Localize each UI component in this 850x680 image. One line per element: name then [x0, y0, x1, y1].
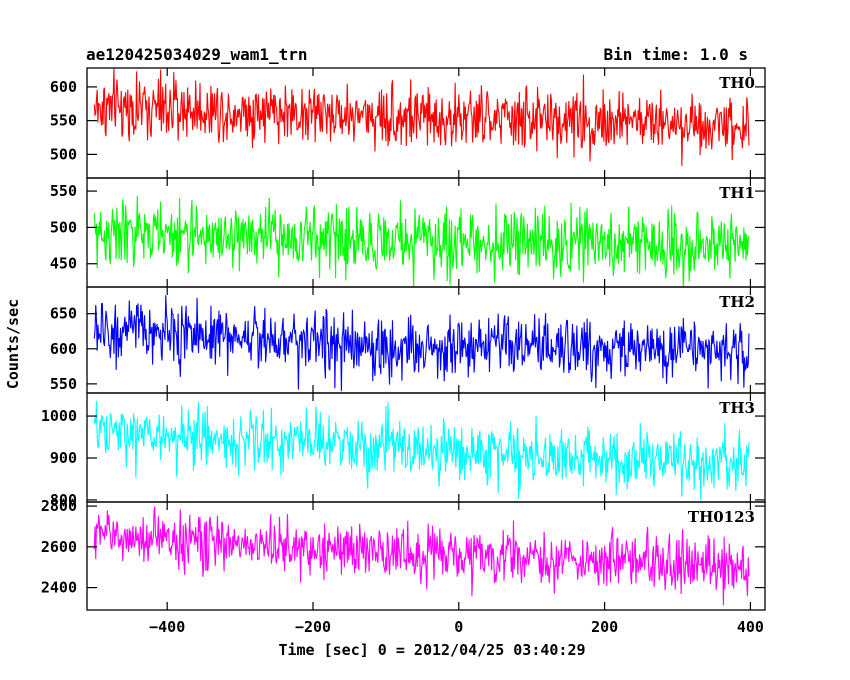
series-label-th0123: TH0123	[688, 508, 755, 526]
y-tick-label: 550	[50, 375, 77, 393]
series-label-th3: TH3	[719, 399, 755, 417]
y-tick-label: 500	[50, 145, 77, 163]
y-tick-label: 650	[50, 305, 77, 323]
series-label-th2: TH2	[719, 293, 755, 311]
panel-th0123: 2400 2600 2800 TH0123	[41, 497, 766, 611]
panel-frame	[86, 392, 766, 503]
panel-th3: 800 900 1000 TH3	[41, 392, 766, 509]
panel-th0: 500 550 600 TH0	[50, 67, 766, 179]
y-tick-label: 2600	[41, 538, 77, 556]
bin-time-label: Bin time: 1.0 s	[603, 45, 749, 64]
y-tick-label: 600	[50, 340, 77, 358]
y-tick-label: 900	[50, 449, 77, 467]
series-line-th1	[93, 195, 750, 287]
y-tick-label: 550	[50, 182, 77, 200]
x-tick-label: 400	[737, 618, 764, 636]
y-tick-label: 500	[50, 218, 77, 236]
x-tick-label: −200	[295, 618, 331, 636]
series-line-th2	[93, 295, 750, 392]
y-tick-label: 800	[50, 491, 77, 509]
y-axis-title: Counts/sec	[4, 299, 22, 389]
y-tick-label: 1000	[41, 407, 77, 425]
x-axis-title: Time [sec] 0 = 2012/04/25 03:40:29	[278, 641, 585, 659]
y-tick-label: 2800	[41, 497, 77, 515]
panel-th1: 450 500 550 TH1	[50, 177, 766, 288]
x-tick-label: −400	[149, 618, 185, 636]
y-tick-label: 550	[50, 112, 77, 130]
series-line-th0123	[93, 506, 750, 606]
panel-frame	[86, 501, 766, 611]
y-tick-label: 2400	[41, 579, 77, 597]
series-line-th0	[93, 68, 750, 166]
x-tick-label: 0	[454, 618, 463, 636]
x-tick-label: 200	[591, 618, 618, 636]
plot-title: ae120425034029_wam1_trn	[86, 45, 308, 64]
series-label-th0: TH0	[719, 74, 755, 92]
series-line-th3	[93, 401, 750, 501]
y-tick-label: 450	[50, 255, 77, 273]
series-label-th1: TH1	[719, 184, 755, 202]
y-tick-label: 600	[50, 78, 77, 96]
panels-layer: 500 550 600 TH0 450 500 550 TH1 550 600 650 TH2 800 9…	[41, 67, 766, 636]
panel-th2: 550 600 650 TH2	[50, 286, 766, 394]
